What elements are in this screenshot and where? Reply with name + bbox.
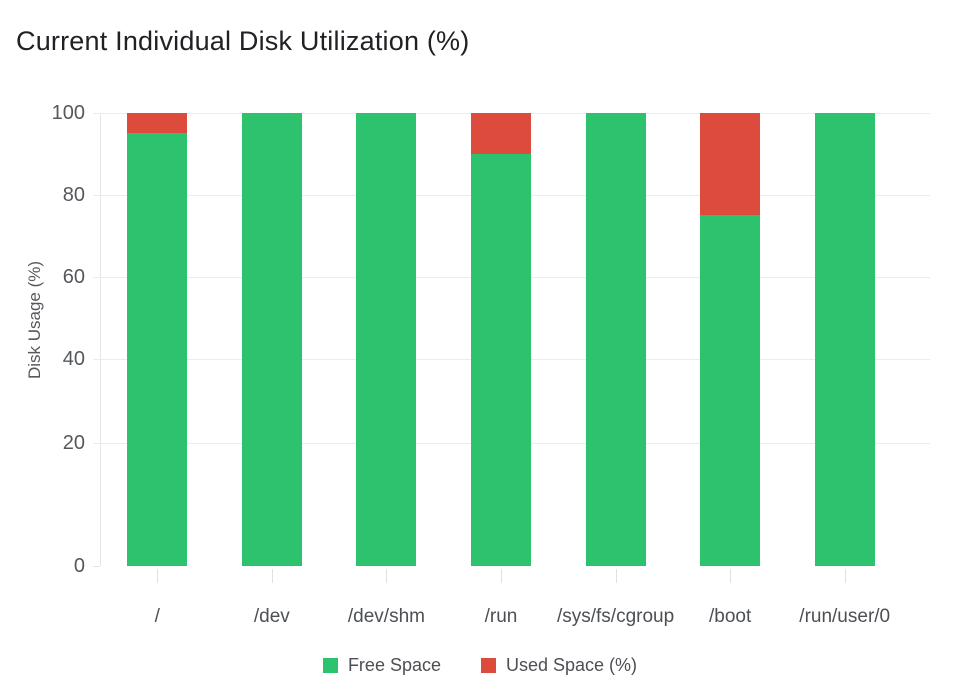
bar-segment-free-space[interactable]: [700, 215, 761, 566]
x-tick-mark: [615, 569, 617, 583]
y-axis-line: [100, 113, 101, 566]
y-tick-label: 100: [51, 102, 85, 124]
y-tick-label: 40: [62, 347, 85, 370]
bar-stack[interactable]: [585, 113, 646, 566]
x-tick-mark: [501, 569, 502, 583]
bar-stack[interactable]: [700, 113, 761, 566]
bar-stack[interactable]: [241, 113, 302, 566]
bar-segment-free-space[interactable]: [585, 113, 646, 566]
bar-stack[interactable]: [127, 113, 188, 566]
legend-swatch-icon: [322, 658, 338, 673]
y-tick-label: 20: [62, 431, 85, 454]
plot-area: 100 80 60 40 20 0: [52, 103, 930, 583]
x-axis-label: /run: [484, 606, 518, 627]
x-axis-label: /sys/fs/cgroup: [556, 606, 675, 627]
legend-label: Free Space: [347, 655, 441, 675]
x-axis-label: /dev/shm: [347, 606, 425, 627]
x-tick-mark: [386, 569, 388, 583]
bar-segment-free-space[interactable]: [471, 153, 531, 566]
y-tick-label: 0: [73, 555, 85, 577]
bar-segment-used-space[interactable]: [700, 113, 761, 216]
y-tick-label: 80: [62, 183, 85, 206]
y-tick-label: 60: [62, 265, 85, 288]
x-tick-mark: [271, 569, 273, 583]
x-axis-label: /dev: [253, 606, 290, 627]
x-axis-label: /: [154, 606, 160, 627]
bar-segment-free-space[interactable]: [814, 113, 875, 566]
legend-item[interactable]: Used Space (%): [481, 655, 637, 676]
legend: Free Space Used Space (%): [0, 655, 960, 676]
x-tick-mark: [730, 569, 732, 583]
legend-label: Used Space (%): [506, 655, 638, 675]
bar-segment-used-space[interactable]: [471, 113, 531, 154]
legend-item[interactable]: Free Space: [322, 655, 441, 676]
x-tick-mark: [157, 569, 159, 583]
legend-swatch-icon: [481, 658, 496, 673]
bar-stack[interactable]: [356, 113, 417, 566]
y-tick-mark: [93, 566, 100, 567]
bar-segment-free-space[interactable]: [127, 133, 188, 566]
bar-segment-used-space[interactable]: [127, 113, 188, 134]
x-tick-mark: [844, 569, 846, 583]
chart-title: Current Individual Disk Utilization (%): [16, 26, 470, 56]
y-axis-title: Disk Usage (%): [25, 260, 44, 380]
x-axis-labels: / /dev/dev/shm/run/sys/fs/cgroup/boot/run…: [100, 606, 930, 634]
bar-segment-free-space[interactable]: [241, 113, 302, 566]
x-axis-label: /boot: [709, 606, 752, 627]
x-axis-label: /run/user/0: [799, 606, 891, 627]
bar-segment-free-space[interactable]: [356, 113, 417, 566]
bar-stack[interactable]: [471, 113, 531, 566]
bar-stack[interactable]: [814, 113, 875, 566]
